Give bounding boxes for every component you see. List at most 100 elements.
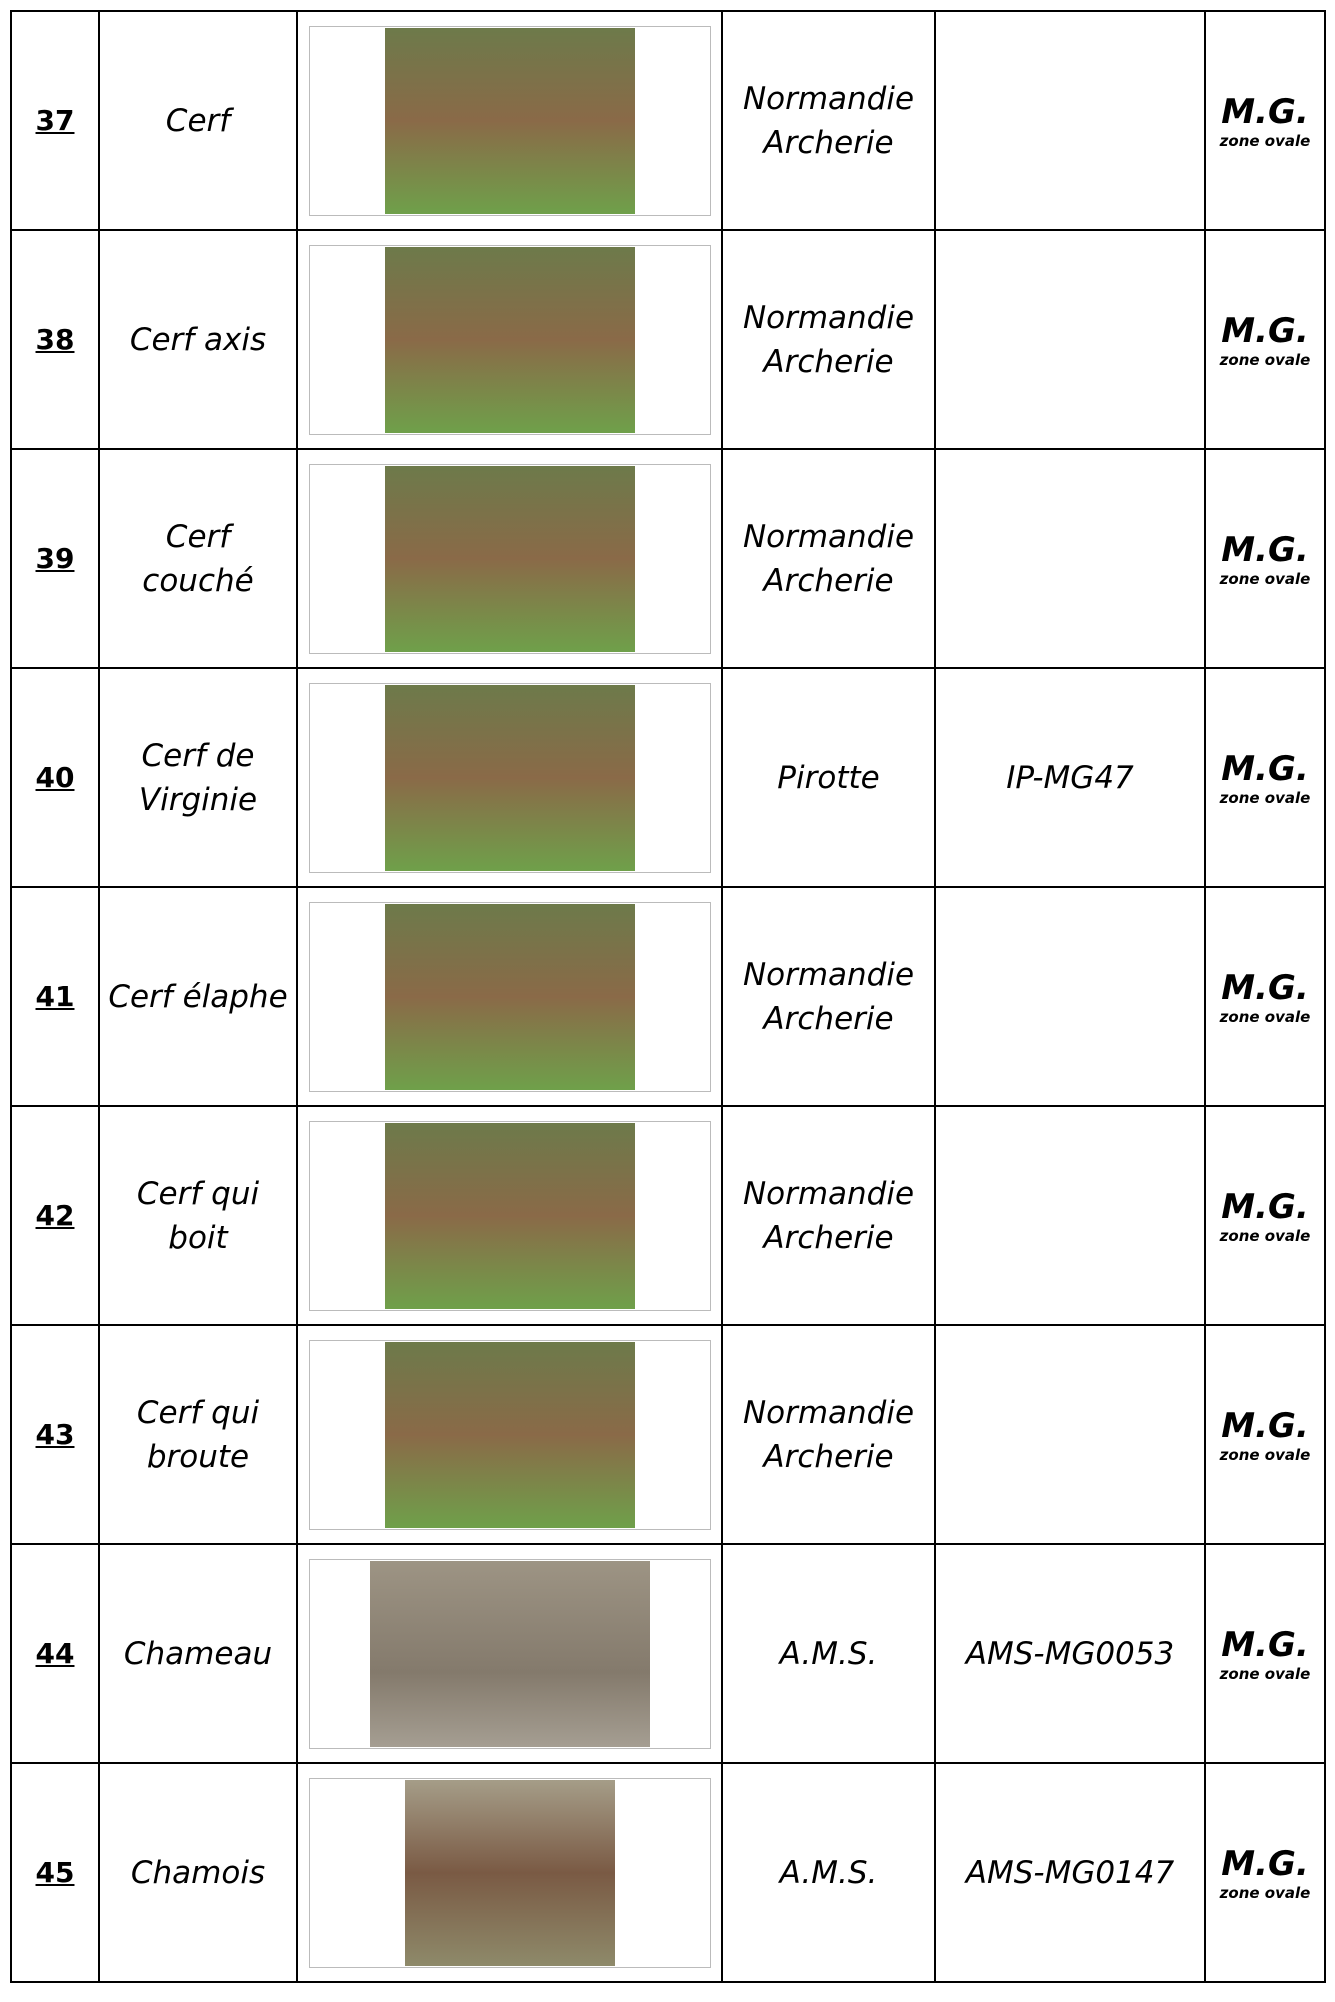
- animal-photo: [369, 1560, 650, 1747]
- category: M.G.: [1221, 91, 1309, 132]
- table-row: 38 Cerf axis Normandie Archerie M.G. zone ov…: [10, 229, 1326, 450]
- animal-photo: [404, 1779, 615, 1966]
- zone: zone ovale: [1219, 1226, 1311, 1245]
- maker: Pirotte: [721, 667, 936, 888]
- category-cell: M.G. zone ovale: [1204, 667, 1326, 888]
- category: M.G.: [1221, 748, 1309, 789]
- row-number: 43: [10, 1324, 100, 1545]
- reference: AMS-MG0147: [934, 1762, 1206, 1983]
- image-frame: [308, 1120, 711, 1311]
- maker: A.M.S.: [721, 1762, 936, 1983]
- image-cell: [296, 1105, 723, 1326]
- row-number: 42: [10, 1105, 100, 1326]
- image-cell: [296, 1762, 723, 1983]
- maker: A.M.S.: [721, 1543, 936, 1764]
- reference: IP-MG47: [934, 667, 1206, 888]
- zone: zone ovale: [1219, 1445, 1311, 1464]
- image-cell: [296, 10, 723, 231]
- row-number: 39: [10, 448, 100, 669]
- row-number: 45: [10, 1762, 100, 1983]
- catalog-table: 37 Cerf Normandie Archerie M.G. zone ovale 38…: [10, 10, 1326, 1983]
- maker: Normandie Archerie: [721, 229, 936, 450]
- category-cell: M.G. zone ovale: [1204, 10, 1326, 231]
- category-cell: M.G. zone ovale: [1204, 886, 1326, 1107]
- category: M.G.: [1221, 1186, 1309, 1227]
- zone: zone ovale: [1219, 1883, 1311, 1902]
- category-cell: M.G. zone ovale: [1204, 1324, 1326, 1545]
- animal-photo: [384, 27, 635, 214]
- zone: zone ovale: [1219, 350, 1311, 369]
- animal-name: Cerf de Virginie: [98, 667, 298, 888]
- image-cell: [296, 1324, 723, 1545]
- image-frame: [308, 1339, 711, 1530]
- zone: zone ovale: [1219, 1007, 1311, 1026]
- table-row: 37 Cerf Normandie Archerie M.G. zone ovale: [10, 10, 1326, 231]
- table-row: 39 Cerf couché Normandie Archerie M.G. zone …: [10, 448, 1326, 669]
- reference: AMS-MG0053: [934, 1543, 1206, 1764]
- table-row: 44 Chameau A.M.S. AMS-MG0053 M.G. zone ovale: [10, 1543, 1326, 1764]
- table-body: 37 Cerf Normandie Archerie M.G. zone ovale 38…: [10, 10, 1326, 1983]
- image-frame: [308, 244, 711, 435]
- image-frame: [308, 1777, 711, 1968]
- maker: Normandie Archerie: [721, 10, 936, 231]
- image-frame: [308, 1558, 711, 1749]
- image-frame: [308, 463, 711, 654]
- reference: [934, 229, 1206, 450]
- image-cell: [296, 886, 723, 1107]
- category-cell: M.G. zone ovale: [1204, 229, 1326, 450]
- animal-name: Chamois: [98, 1762, 298, 1983]
- reference: [934, 1105, 1206, 1326]
- animal-photo: [384, 1341, 635, 1528]
- category-cell: M.G. zone ovale: [1204, 1762, 1326, 1983]
- table-row: 43 Cerf qui broute Normandie Archerie M.G. z…: [10, 1324, 1326, 1545]
- animal-photo: [384, 246, 635, 433]
- reference: [934, 448, 1206, 669]
- row-number: 41: [10, 886, 100, 1107]
- row-number: 44: [10, 1543, 100, 1764]
- category: M.G.: [1221, 967, 1309, 1008]
- reference: [934, 886, 1206, 1107]
- category-cell: M.G. zone ovale: [1204, 1543, 1326, 1764]
- animal-photo: [384, 684, 635, 871]
- animal-name: Cerf élaphe: [98, 886, 298, 1107]
- animal-name: Chameau: [98, 1543, 298, 1764]
- image-frame: [308, 901, 711, 1092]
- image-frame: [308, 682, 711, 873]
- maker: Normandie Archerie: [721, 886, 936, 1107]
- maker: Normandie Archerie: [721, 1105, 936, 1326]
- table-row: 41 Cerf élaphe Normandie Archerie M.G. zone …: [10, 886, 1326, 1107]
- image-frame: [308, 25, 711, 216]
- animal-name: Cerf qui broute: [98, 1324, 298, 1545]
- maker: Normandie Archerie: [721, 448, 936, 669]
- reference: [934, 1324, 1206, 1545]
- category: M.G.: [1221, 1624, 1309, 1665]
- row-number: 40: [10, 667, 100, 888]
- category: M.G.: [1221, 529, 1309, 570]
- table-row: 45 Chamois A.M.S. AMS-MG0147 M.G. zone ovale: [10, 1762, 1326, 1983]
- category-cell: M.G. zone ovale: [1204, 448, 1326, 669]
- animal-photo: [384, 1122, 635, 1309]
- row-number: 38: [10, 229, 100, 450]
- animal-photo: [384, 903, 635, 1090]
- zone: zone ovale: [1219, 1664, 1311, 1683]
- table-row: 40 Cerf de Virginie Pirotte IP-MG47 M.G. zone…: [10, 667, 1326, 888]
- reference: [934, 10, 1206, 231]
- zone: zone ovale: [1219, 131, 1311, 150]
- zone: zone ovale: [1219, 788, 1311, 807]
- animal-photo: [384, 465, 635, 652]
- maker: Normandie Archerie: [721, 1324, 936, 1545]
- category: M.G.: [1221, 1405, 1309, 1446]
- animal-name: Cerf: [98, 10, 298, 231]
- image-cell: [296, 229, 723, 450]
- category-cell: M.G. zone ovale: [1204, 1105, 1326, 1326]
- image-cell: [296, 448, 723, 669]
- image-cell: [296, 667, 723, 888]
- row-number: 37: [10, 10, 100, 231]
- category: M.G.: [1221, 310, 1309, 351]
- image-cell: [296, 1543, 723, 1764]
- zone: zone ovale: [1219, 569, 1311, 588]
- animal-name: Cerf qui boit: [98, 1105, 298, 1326]
- category: M.G.: [1221, 1843, 1309, 1884]
- animal-name: Cerf couché: [98, 448, 298, 669]
